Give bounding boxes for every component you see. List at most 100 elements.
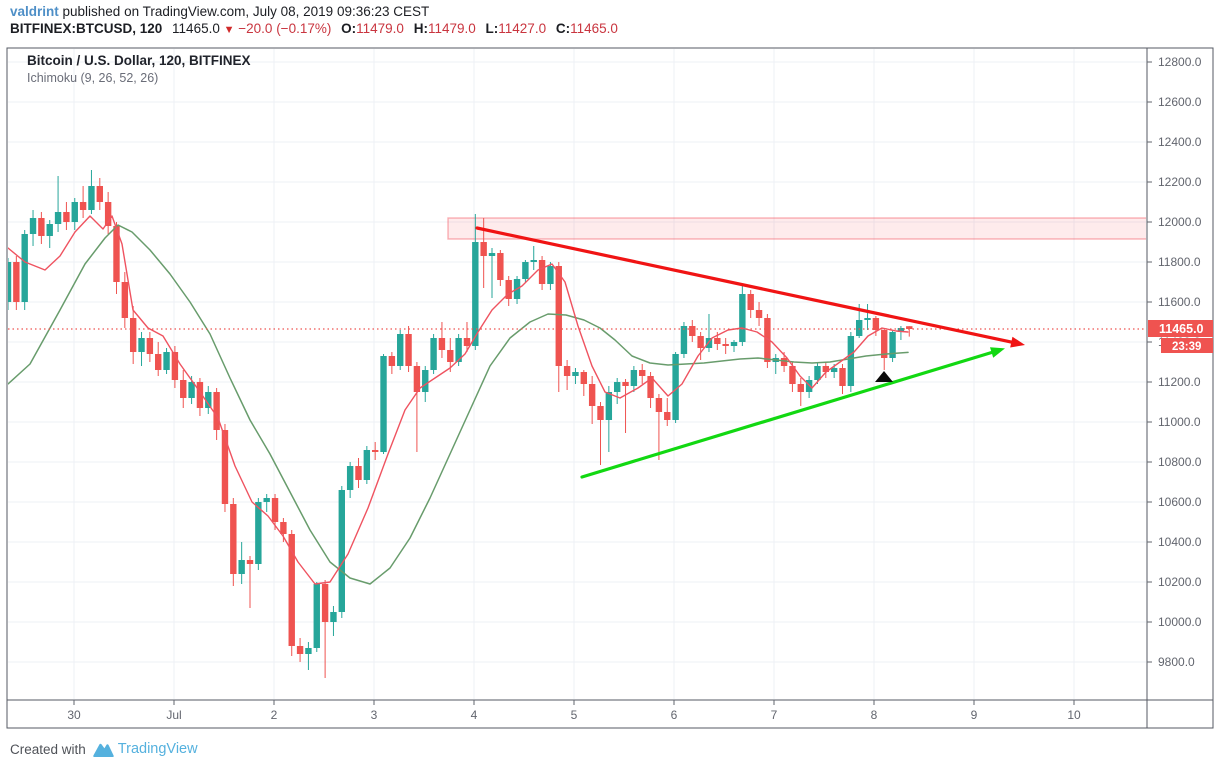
price-axis[interactable]: 12800.0 12600.0 12400.0 12200.0 12000.0 11800… xyxy=(1147,55,1202,669)
candle-body xyxy=(714,338,721,344)
chart-title: Bitcoin / U.S. Dollar, 120, BITFINEX xyxy=(27,53,251,68)
candle-body xyxy=(313,584,320,648)
candle-body xyxy=(388,356,396,366)
candle-body xyxy=(597,406,604,420)
candle-body xyxy=(271,498,279,522)
candle-body xyxy=(305,648,312,654)
candle-body xyxy=(522,262,529,279)
candle-body xyxy=(221,430,229,504)
candle-body xyxy=(889,332,896,358)
candle-body xyxy=(680,326,688,354)
time-tick-label: 6 xyxy=(671,708,678,722)
current-price-value: 11465.0 xyxy=(1159,322,1204,336)
close-label: C: xyxy=(555,21,571,36)
candle-body xyxy=(163,352,170,370)
time-tick-label: 3 xyxy=(371,708,378,722)
candle-body xyxy=(321,584,329,622)
open-label: O: xyxy=(341,21,357,36)
candle-body xyxy=(630,370,638,386)
low-value: 11427.0 xyxy=(498,21,547,36)
price-tick-label: 12400.0 xyxy=(1158,135,1202,149)
author-link[interactable]: valdrint xyxy=(10,4,59,19)
candle-body xyxy=(71,202,78,222)
candle-body xyxy=(822,366,830,372)
candle-body xyxy=(38,218,45,236)
price-tick-label: 12600.0 xyxy=(1158,95,1202,109)
candle-body xyxy=(29,218,37,234)
candle-body xyxy=(121,282,129,318)
black-up-triangle-marker[interactable] xyxy=(875,371,893,382)
candle-body xyxy=(872,318,880,330)
candle-body xyxy=(563,366,571,376)
price-tick-label: 10000.0 xyxy=(1158,615,1202,629)
last-price: 11465.0 xyxy=(172,21,220,36)
tradingview-logo-icon xyxy=(93,743,114,757)
time-tick-label: 9 xyxy=(971,708,978,722)
descending-trendline[interactable] xyxy=(475,226,1025,348)
candle-body xyxy=(413,366,421,392)
price-tick-label: 12000.0 xyxy=(1158,215,1202,229)
publish-info-row: valdrint published on TradingView.com, J… xyxy=(10,4,429,19)
candle-body xyxy=(730,342,738,346)
candle-body xyxy=(422,370,429,392)
time-axis[interactable]: 30 Jul 2 3 4 5 6 7 8 9 10 xyxy=(67,700,1081,722)
high-value: 11479.0 xyxy=(427,21,476,36)
candle-body xyxy=(255,502,262,564)
publish-text: published on TradingView.com, July 08, 2… xyxy=(58,4,430,19)
candle-body xyxy=(780,358,788,366)
time-tick-label: 2 xyxy=(271,708,278,722)
candle-body xyxy=(213,392,220,430)
open-value: 11479.0 xyxy=(356,21,404,36)
candle-body xyxy=(280,522,287,534)
chart-border xyxy=(6,47,1214,729)
candle-body xyxy=(697,336,704,348)
candle-body xyxy=(455,338,462,362)
candle-body xyxy=(246,560,254,564)
candle-body xyxy=(296,646,304,654)
candle-body xyxy=(538,260,546,284)
candle-body xyxy=(88,186,95,210)
candle-body xyxy=(205,392,212,408)
symbol-name: BITFINEX:BTCUSD, 120 xyxy=(10,21,163,36)
candle-body xyxy=(689,326,696,336)
candle-body xyxy=(855,320,863,336)
candle-body xyxy=(664,412,671,420)
candle-body xyxy=(814,366,821,380)
price-change: −20.0 (−0.17%) xyxy=(238,21,332,36)
time-tick-label: Jul xyxy=(166,708,181,722)
candlesticks xyxy=(8,170,913,678)
plot-area[interactable] xyxy=(5,49,1147,699)
candle-body xyxy=(906,326,913,329)
ascending-trendline[interactable] xyxy=(580,347,1005,479)
candle-body xyxy=(104,202,112,226)
candle-body xyxy=(430,338,437,370)
candle-body xyxy=(739,294,746,342)
candle-body xyxy=(363,450,371,480)
candle-body xyxy=(572,372,579,376)
candle-body xyxy=(79,202,87,210)
candle-body xyxy=(747,294,754,310)
candle-body xyxy=(864,318,871,320)
price-tick-label: 10400.0 xyxy=(1158,535,1202,549)
tradingview-brand-link[interactable]: TradingView xyxy=(117,741,198,757)
candle-body xyxy=(346,466,354,490)
candle-body xyxy=(830,368,838,372)
footer-row: Created with TradingView xyxy=(10,741,198,757)
resistance-zone[interactable] xyxy=(447,217,1147,240)
candle-body xyxy=(330,612,337,622)
price-tick-label: 11200.0 xyxy=(1158,375,1201,389)
time-tick-label: 30 xyxy=(67,708,81,722)
candle-body xyxy=(613,382,621,392)
indicator-label: Ichimoku (9, 26, 52, 26) xyxy=(27,71,159,85)
candle-body xyxy=(371,450,379,452)
candle-body xyxy=(180,380,187,398)
candle-body xyxy=(21,234,28,302)
time-tick-label: 10 xyxy=(1067,708,1081,722)
candle-body xyxy=(238,560,245,574)
time-tick-label: 5 xyxy=(571,708,578,722)
candle-body xyxy=(288,534,295,646)
price-tick-label: 10600.0 xyxy=(1158,495,1202,509)
candle-body xyxy=(129,318,137,352)
price-tick-label: 11000.0 xyxy=(1158,415,1201,429)
